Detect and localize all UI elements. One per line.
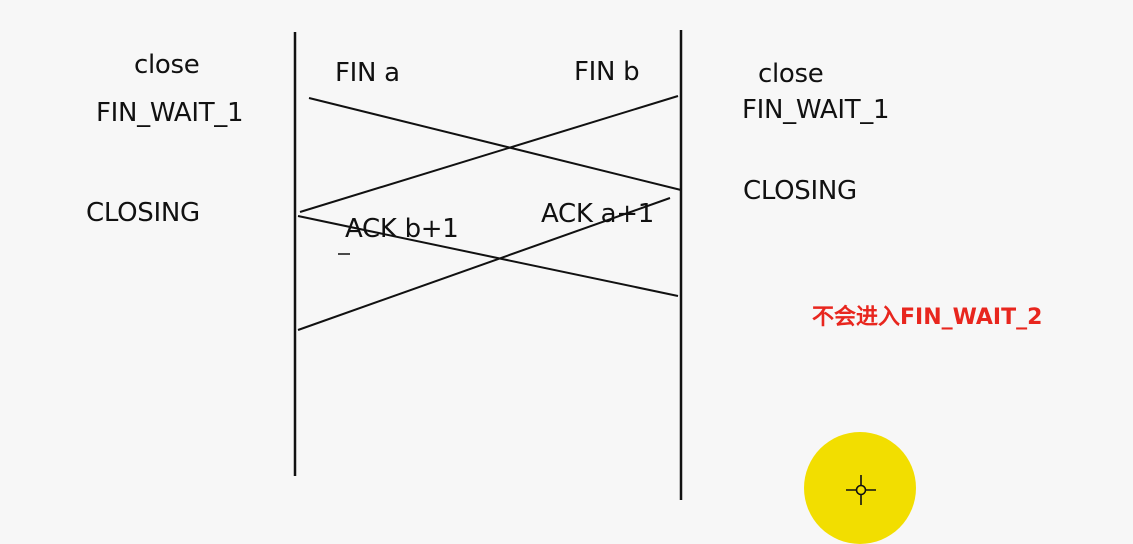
- right-close-state: close: [758, 59, 824, 89]
- right-fin-wait-1-state: FIN_WAIT_1: [742, 95, 890, 125]
- left-closing-state: CLOSING: [86, 198, 200, 228]
- left-fin-wait-1-state: FIN_WAIT_1: [96, 98, 244, 128]
- sequence-diagram: [293, 30, 683, 500]
- right-closing-state: CLOSING: [743, 176, 857, 206]
- fin-a-label: FIN a: [335, 58, 400, 88]
- fin-wait-2-note: 不会进入FIN_WAIT_2: [812, 305, 1043, 330]
- ack-a-label: ACK a+1: [541, 199, 654, 229]
- left-close-state: close: [134, 50, 200, 80]
- ack-a-arrow: [297, 197, 671, 331]
- ack-b-arrow: [297, 215, 679, 297]
- fin-a-arrow: [308, 97, 682, 191]
- crosshair-cursor-icon: [846, 475, 876, 505]
- fin-b-arrow: [299, 95, 679, 213]
- ack-b-label: ACK b+1: [345, 214, 459, 244]
- fin-b-label: FIN b: [574, 57, 640, 87]
